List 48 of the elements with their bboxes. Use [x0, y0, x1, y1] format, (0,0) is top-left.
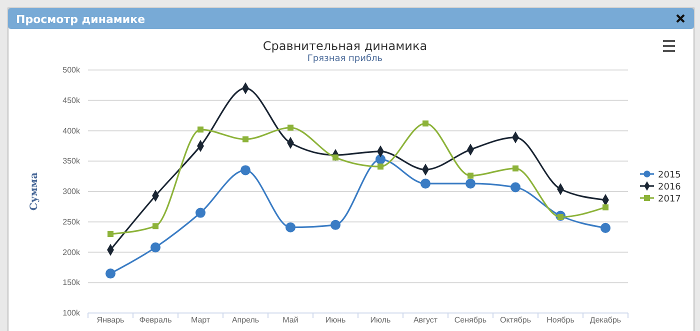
- x-tick-label: Ноябрь: [546, 316, 574, 325]
- x-tick-label: Июнь: [325, 316, 346, 325]
- x-tick-label: Август: [413, 316, 438, 325]
- x-tick-label: Март: [190, 316, 210, 325]
- legend-label: 2016: [658, 182, 682, 192]
- y-tick-label: 400k: [62, 126, 81, 136]
- point: [240, 165, 251, 176]
- x-tick-label: Январь: [96, 316, 124, 325]
- chart-subtitle: Грязная прибль: [307, 54, 383, 64]
- point: [465, 178, 476, 189]
- point: [108, 231, 114, 238]
- point: [195, 208, 206, 218]
- y-tick-label: 250k: [62, 217, 81, 226]
- y-tick-label: 100k: [62, 308, 81, 318]
- point: [330, 220, 341, 230]
- x-tick-label: Сенябрь: [454, 316, 487, 325]
- point: [600, 222, 611, 233]
- y-axis-title: Сумма: [29, 172, 40, 211]
- point: [152, 223, 158, 230]
- x-tick-label: Декабрь: [590, 316, 622, 325]
- point: [468, 172, 474, 179]
- y-tick-label: 450k: [62, 96, 81, 105]
- x-tick-label: Октябрь: [500, 316, 532, 325]
- text: Просмотр динамике: [16, 13, 146, 26]
- y-tick-label: 150k: [62, 278, 81, 288]
- point: [285, 222, 296, 232]
- x-tick-label: Апрель: [232, 316, 260, 325]
- point: [378, 164, 384, 170]
- point: [105, 268, 116, 279]
- x-tick-label: Февраль: [139, 316, 172, 325]
- x-tick-label: Май: [282, 316, 298, 325]
- point: [422, 120, 428, 126]
- chart-title: Сравнительная динамика: [262, 39, 428, 53]
- point: [420, 178, 431, 189]
- legend-label: 2015: [658, 170, 681, 180]
- point: [602, 204, 608, 210]
- y-tick-label: 350k: [62, 156, 81, 166]
- point: [242, 136, 248, 142]
- legend-label: 2017: [658, 194, 681, 204]
- y-tick-label: 500k: [62, 66, 81, 75]
- point: [288, 124, 294, 131]
- y-tick-label: 300k: [62, 187, 81, 196]
- point: [150, 242, 161, 252]
- point: [198, 126, 204, 133]
- x-tick-label: Июль: [370, 316, 391, 325]
- point: [512, 165, 518, 172]
- y-tick-label: 200k: [62, 248, 81, 257]
- point: [510, 182, 521, 192]
